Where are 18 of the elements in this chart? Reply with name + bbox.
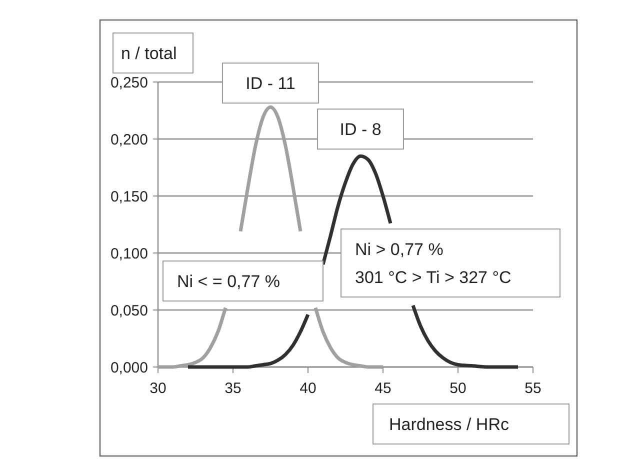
series-label: ID - 8 <box>340 120 382 140</box>
annotation: Ni > 0,77 % 301 °C > Ti > 327 °C <box>355 240 512 287</box>
series-label: ID - 11 <box>246 74 296 94</box>
y-tick-label: 0,000 <box>110 359 148 376</box>
x-tick-label: 55 <box>524 380 542 397</box>
annotation: Ni < = 0,77 % <box>177 272 280 291</box>
y-tick-label: 0,200 <box>110 131 148 148</box>
x-tick-label: 35 <box>224 380 242 397</box>
y-tick-label: 0,100 <box>110 245 148 262</box>
x-tick-label: 40 <box>300 380 316 397</box>
y-tick-label: 0,150 <box>110 188 148 206</box>
y-tick-label: 0,250 <box>110 74 148 92</box>
x-tick-label: 30 <box>150 380 166 397</box>
x-tick-label: 45 <box>374 380 392 397</box>
x-tick-label: 50 <box>450 380 466 397</box>
y-tick-label: 0,050 <box>110 302 148 320</box>
x-axis-title: Hardness / HRc <box>389 415 510 434</box>
y-axis-title: n / total <box>121 44 177 63</box>
